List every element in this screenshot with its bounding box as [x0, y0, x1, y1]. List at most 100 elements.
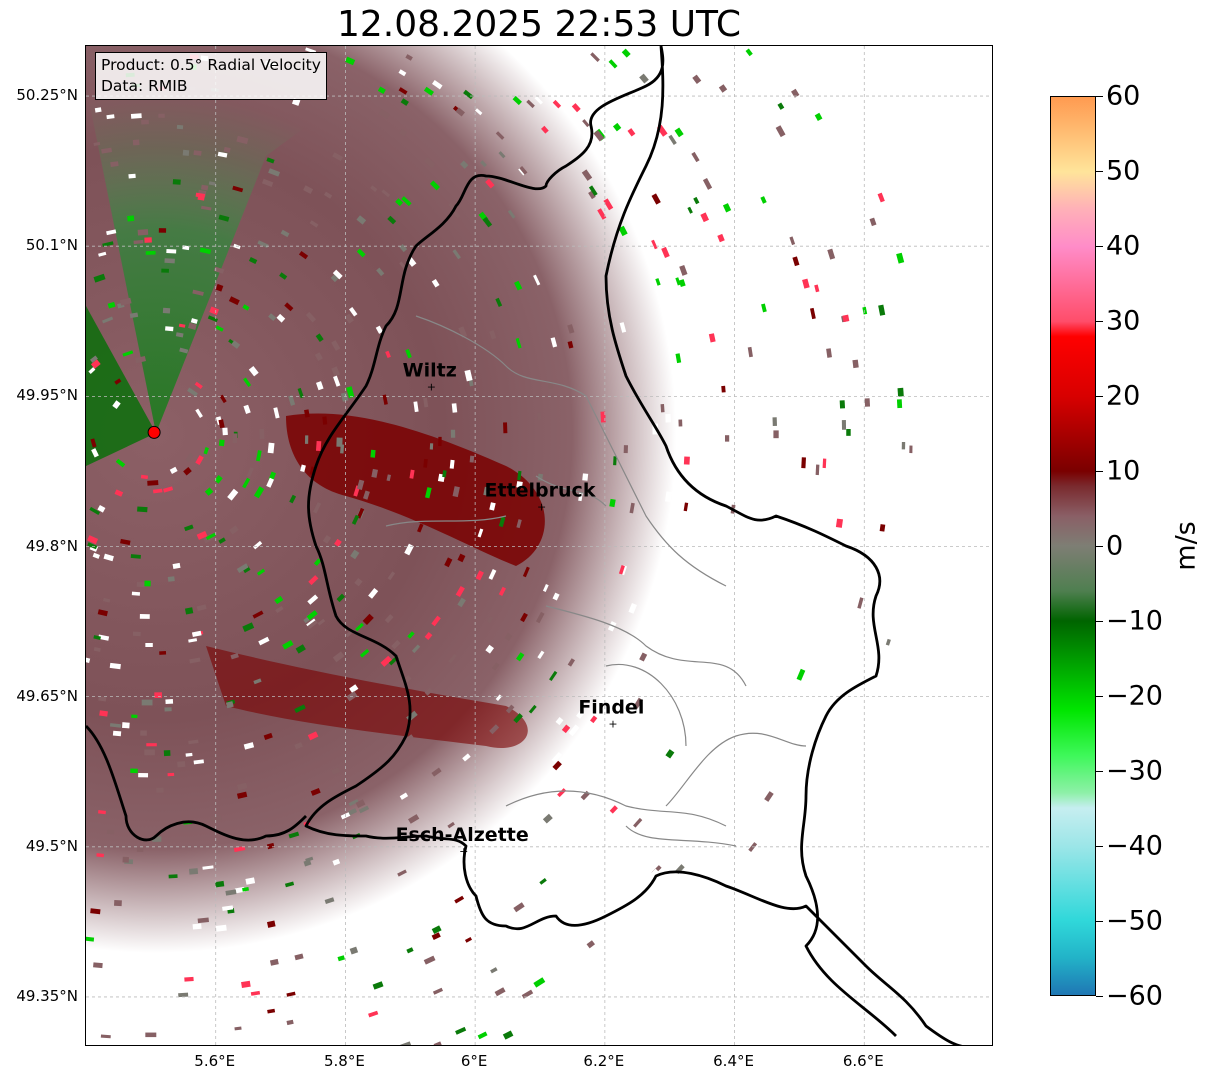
velocity-bin: [168, 874, 178, 879]
velocity-bin: [442, 470, 447, 478]
velocity-bin: [516, 1020, 526, 1028]
velocity-bin: [114, 489, 124, 497]
velocity-bin: [197, 917, 209, 924]
velocity-bin: [432, 987, 444, 995]
velocity-bin: [747, 346, 753, 358]
velocity-bin: [683, 456, 690, 465]
colorbar-tick-label: 50: [1106, 155, 1141, 187]
velocity-bin: [154, 1026, 161, 1033]
velocity-bin: [483, 486, 490, 496]
velocity-bin: [362, 490, 370, 500]
velocity-bin: [409, 469, 415, 479]
velocity-bin: [161, 268, 169, 273]
velocity-bin: [896, 252, 905, 264]
velocity-bin: [477, 1031, 488, 1040]
velocity-bin: [370, 185, 378, 193]
radar-map[interactable]: + Wiltz + Ettelbruck + Findel + Esch-Alzette: [85, 45, 993, 1046]
velocity-bin: [345, 56, 356, 66]
velocity-bin: [665, 491, 672, 503]
velocity-bin: [413, 401, 419, 413]
velocity-bin: [609, 498, 616, 508]
product-label: Product: 0.5° Radial Velocity: [101, 56, 321, 74]
velocity-bin: [266, 157, 275, 164]
canton-boundaries: [385, 315, 807, 847]
velocity-bin: [169, 466, 178, 474]
velocity-bin: [495, 297, 503, 308]
velocity-bin: [167, 576, 175, 582]
velocity-bin: [405, 734, 414, 742]
velocity-bin: [137, 506, 148, 513]
velocity-bin: [215, 283, 224, 292]
lon-tick-label: 6.4°E: [713, 1052, 754, 1070]
velocity-bin: [631, 756, 639, 764]
velocity-bin: [498, 586, 506, 597]
velocity-bin: [406, 947, 414, 954]
velocity-bin: [188, 638, 198, 643]
velocity-bin: [425, 487, 432, 499]
velocity-bin: [489, 724, 500, 735]
velocity-bin: [853, 532, 859, 541]
velocity-bin: [93, 141, 101, 146]
velocity-bin: [405, 54, 413, 61]
colorbar-tick-label: 30: [1106, 305, 1141, 337]
velocity-bin: [172, 179, 181, 185]
velocity-bin: [885, 638, 891, 646]
velocity-bin: [331, 366, 340, 377]
grid-lines: [86, 46, 992, 1045]
velocity-bin: [778, 661, 788, 671]
velocity-bin: [593, 130, 605, 142]
velocity-bin: [98, 634, 110, 641]
radar-site-marker[interactable]: [147, 425, 161, 439]
velocity-bin: [183, 466, 192, 476]
velocity-bin: [550, 337, 558, 348]
velocity-bin: [86, 936, 95, 942]
city-marker-icon: +: [537, 500, 546, 513]
velocity-bin: [690, 269, 696, 278]
velocity-bin: [507, 209, 516, 219]
velocity-bin: [106, 229, 117, 236]
velocity-bin: [91, 448, 99, 458]
velocity-bin: [145, 642, 153, 647]
velocity-bin: [304, 435, 309, 444]
velocity-bin: [295, 644, 306, 654]
velocity-bin: [600, 411, 606, 423]
velocity-bin: [582, 473, 589, 481]
velocity-bin: [668, 134, 677, 145]
velocity-bin: [835, 518, 843, 528]
velocity-bin: [457, 597, 466, 608]
velocity-bin: [552, 760, 562, 771]
velocity-bin: [475, 570, 484, 581]
velocity-bin: [188, 868, 199, 875]
velocity-bin: [696, 466, 703, 478]
velocity-bin: [675, 353, 682, 364]
echo-strong-south: [206, 646, 528, 748]
velocity-bin: [209, 306, 220, 316]
velocity-bin: [376, 267, 385, 277]
velocity-bin: [307, 731, 319, 741]
velocity-bin: [164, 258, 175, 264]
velocity-bin: [162, 307, 171, 314]
velocity-bin: [607, 621, 617, 632]
velocity-bin: [282, 640, 294, 650]
velocity-bin: [608, 59, 618, 69]
velocity-bin: [669, 301, 677, 311]
velocity-bin: [549, 773, 559, 784]
echo-approaching-west: [86, 306, 156, 466]
velocity-bin: [452, 249, 461, 260]
velocity-bin: [308, 575, 319, 586]
velocity-bin: [156, 787, 164, 793]
velocity-bin: [288, 395, 296, 406]
velocity-bin: [188, 322, 197, 330]
velocity-bin: [760, 196, 767, 204]
velocity-bin: [144, 580, 151, 587]
velocity-bin: [633, 817, 643, 828]
velocity-bin: [315, 960, 325, 966]
velocity-bin: [368, 587, 379, 599]
colorbar-tick-label: 20: [1106, 380, 1141, 412]
velocity-bin: [537, 650, 545, 660]
velocity-bin: [184, 976, 194, 982]
velocity-bin: [613, 456, 617, 466]
velocity-bin: [578, 492, 583, 502]
velocity-bin: [230, 653, 239, 660]
velocity-bin: [598, 923, 609, 933]
